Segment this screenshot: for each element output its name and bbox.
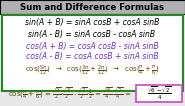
Text: sin(A + B) = sinA cosB + cosA sinB: sin(A + B) = sinA cosB + cosA sinB [25, 19, 159, 27]
Text: $\cos(\frac{5\pi}{12})$  $\rightarrow$  $\cos(\frac{3\pi}{12}+\frac{2\pi}{12})$ : $\cos(\frac{5\pi}{12})$ $\rightarrow$ $\… [25, 64, 159, 78]
Text: cos(A - B) = cosA cosB + sinA sinB: cos(A - B) = cosA cosB + sinA sinB [26, 52, 158, 61]
Text: $\frac{\sqrt{6}-\sqrt{2}}{4}$: $\frac{\sqrt{6}-\sqrt{2}}{4}$ [147, 85, 171, 103]
Bar [0, 0, 185, 14]
Bar [136, 85, 182, 102]
Bar [2, 15, 183, 91]
Text: sin(A - B) = sinA cosB - cosA sinB: sin(A - B) = sinA cosB - cosA sinB [28, 29, 156, 38]
Text: cos(A + B) = cosA cosB - sinA sinB: cos(A + B) = cosA cosB - sinA sinB [26, 42, 158, 50]
Bar [0, 92, 185, 106]
Text: $\cos(\frac{\pi}{4}+\frac{\pi}{6})$ = $\frac{\sqrt{2}}{2}$$\cdot$$\frac{\sqrt{3}: $\cos(\frac{\pi}{4}+\frac{\pi}{6})$ = $\… [8, 87, 132, 101]
Bar [2, 15, 183, 91]
Text: Sum and Difference Formulas: Sum and Difference Formulas [21, 3, 164, 11]
